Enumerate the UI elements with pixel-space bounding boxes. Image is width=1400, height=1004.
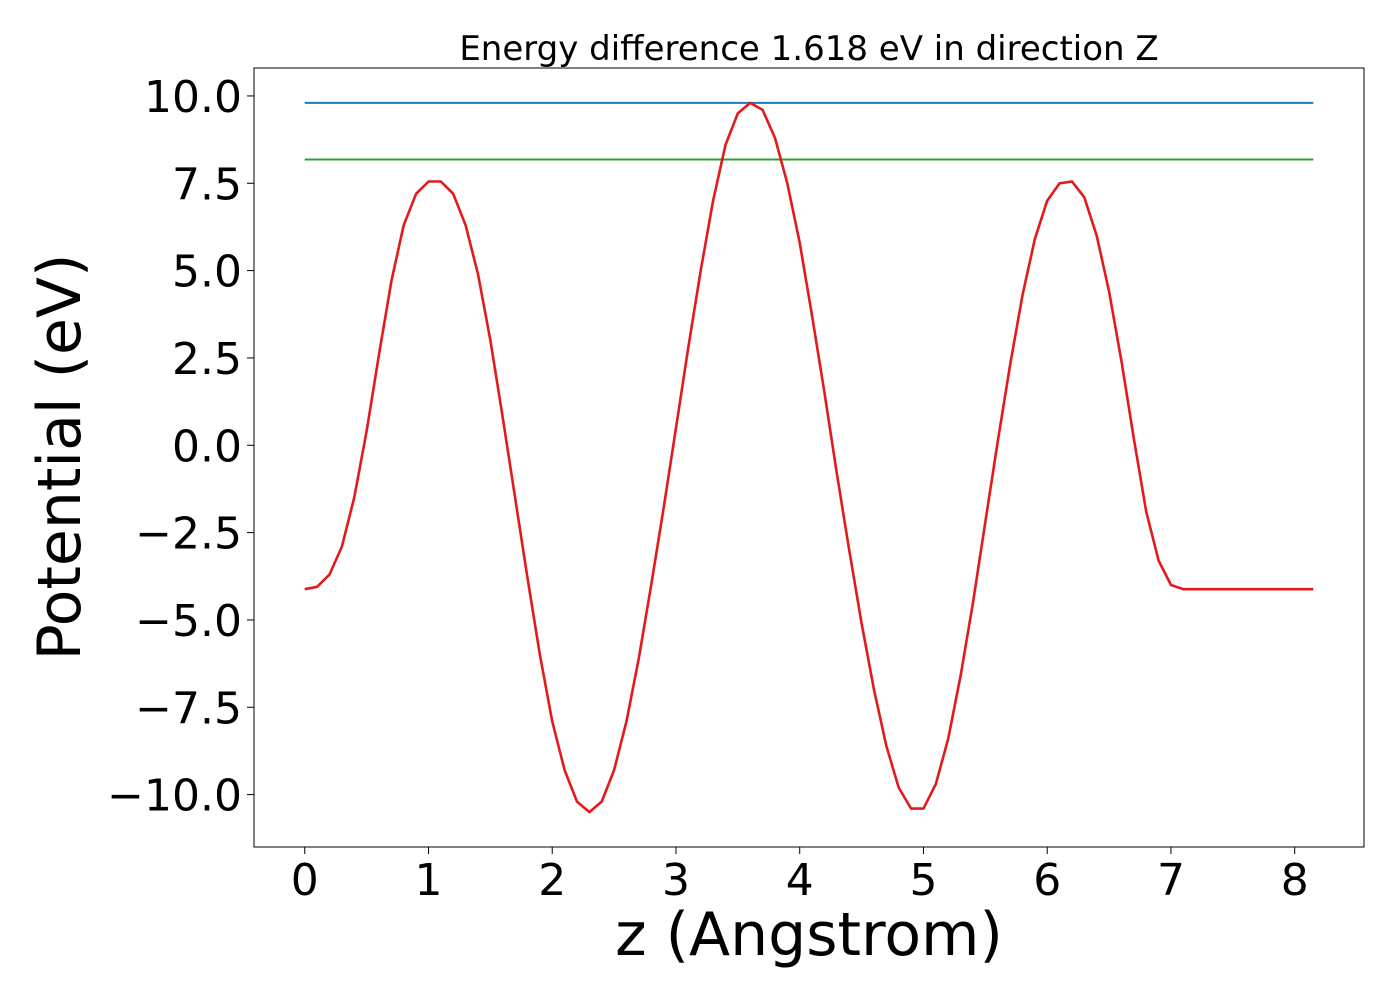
y-tick-label: 10.0 xyxy=(144,72,242,123)
plot-area: 0 1 2 3 4 5 6 7 8 −10.0 −7.5 −5.0 −2.5 0.0 2.5 5.0 7.5 10… xyxy=(107,67,1365,906)
x-tick-label: 5 xyxy=(909,855,937,906)
y-tick-label: −5.0 xyxy=(135,596,242,647)
x-tick-label: 2 xyxy=(538,855,566,906)
x-axis-label: z (Angstrom) xyxy=(615,900,1003,970)
x-tick-label: 1 xyxy=(414,855,442,906)
y-tick-label: 5.0 xyxy=(172,247,242,298)
y-tick-label: −10.0 xyxy=(107,771,242,822)
y-tick-label: −7.5 xyxy=(135,683,242,734)
x-tick-label: 3 xyxy=(662,855,690,906)
chart-title: Energy difference 1.618 eV in direction … xyxy=(459,29,1158,69)
x-tick-label: 4 xyxy=(786,855,814,906)
y-tick-label: 2.5 xyxy=(172,334,242,385)
x-tick-label: 0 xyxy=(291,855,319,906)
series-line-3 xyxy=(304,101,1314,814)
y-tick-label: 7.5 xyxy=(172,159,242,210)
y-tick-label: −2.5 xyxy=(135,509,242,560)
x-tick-label: 6 xyxy=(1033,855,1061,906)
x-tick-label: 8 xyxy=(1281,855,1309,906)
y-axis-label: Potential (eV) xyxy=(25,254,95,661)
x-tick-label: 7 xyxy=(1157,855,1185,906)
axes-frame xyxy=(253,67,1365,848)
y-tick-label: 0.0 xyxy=(172,421,242,472)
